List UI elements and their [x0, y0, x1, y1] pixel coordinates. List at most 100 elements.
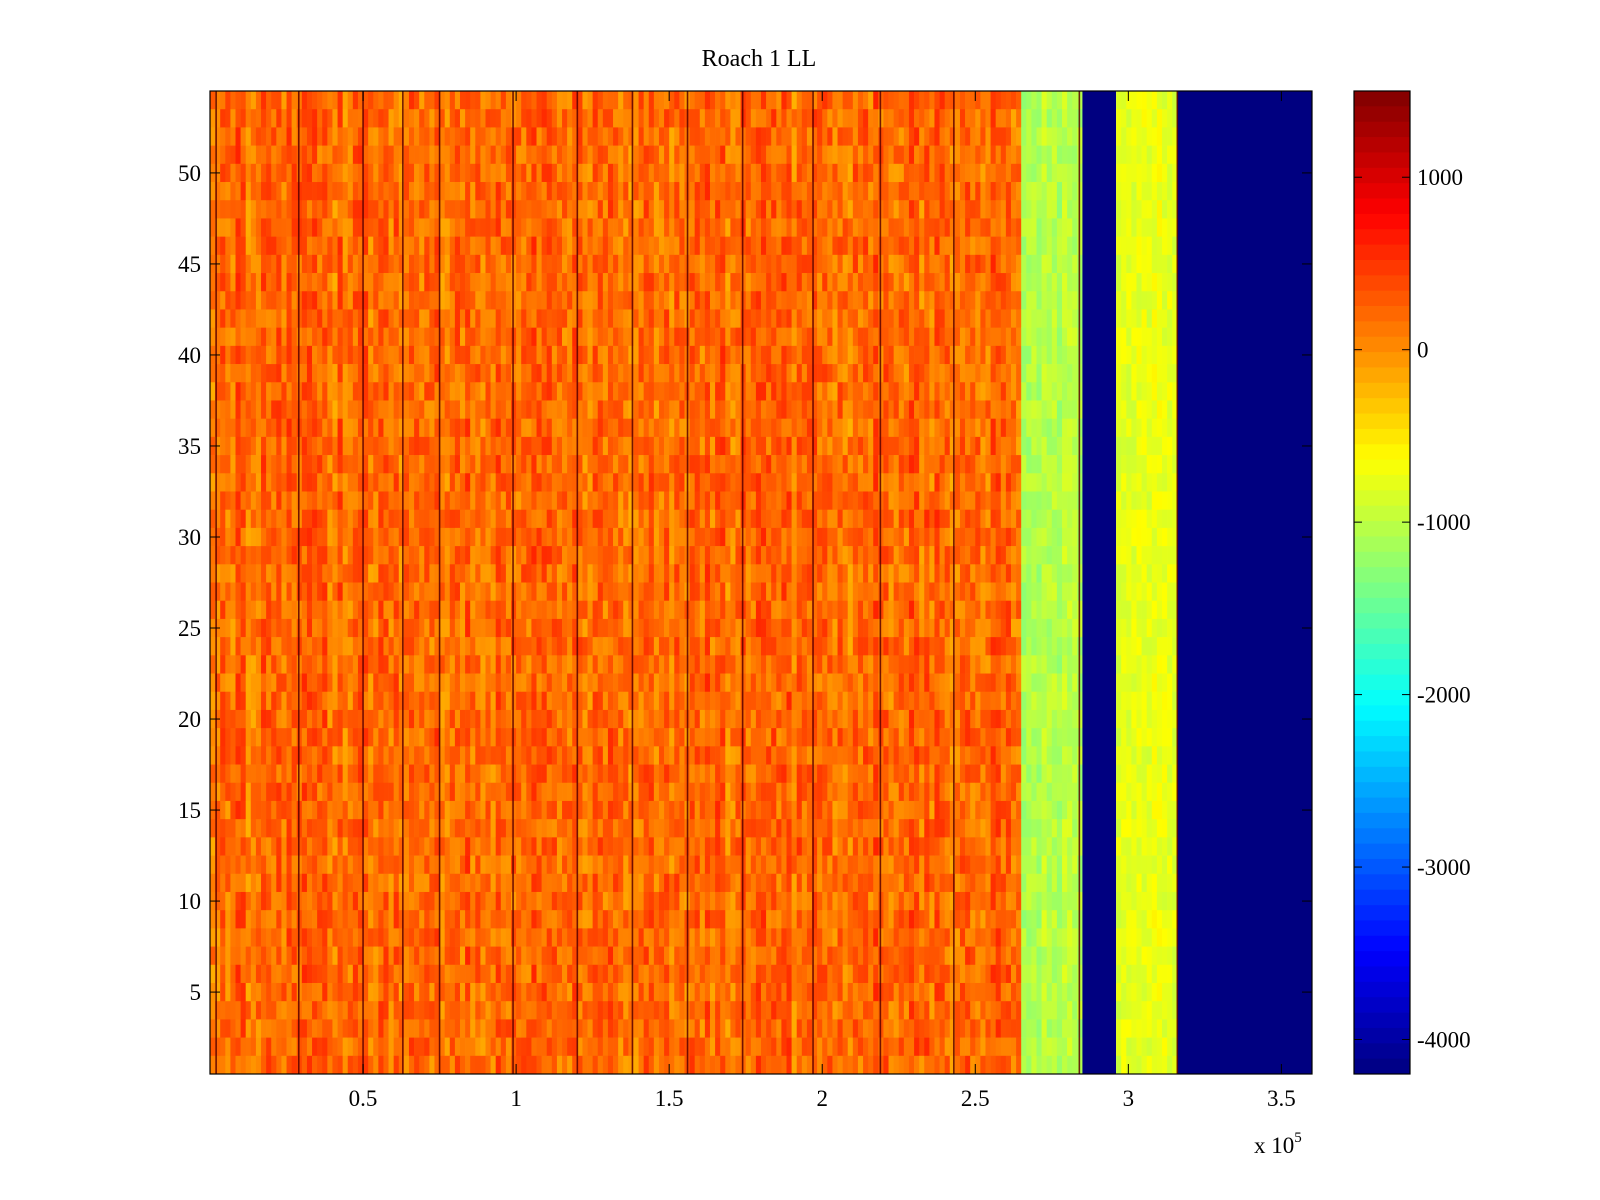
heatmap-cell: [250, 254, 257, 274]
heatmap-cell: [531, 236, 537, 256]
heatmap-cell: [648, 145, 655, 165]
heatmap-cell: [444, 109, 451, 128]
heatmap-cell: [240, 91, 247, 110]
heatmap-cell: [342, 91, 349, 110]
heatmap-cell: [454, 891, 461, 911]
heatmap-cell: [556, 1019, 563, 1038]
heatmap-cell: [470, 273, 476, 292]
heatmap-cell: [215, 291, 221, 310]
heatmap-cell: [633, 764, 639, 784]
heatmap-cell: [572, 473, 578, 492]
heatmap-cell: [306, 382, 313, 401]
heatmap-cell: [414, 236, 420, 256]
heatmap-cell: [567, 418, 573, 438]
heatmap-cell: [521, 1055, 527, 1075]
heatmap-cell: [658, 728, 665, 747]
heatmap-cell: [516, 564, 522, 583]
heatmap-cell: [531, 582, 537, 602]
heatmap-cell: [653, 946, 660, 966]
heatmap-cell: [638, 491, 645, 511]
heatmap-cell: [505, 782, 512, 802]
heatmap-cell: [459, 982, 466, 1002]
heatmap-cell: [521, 709, 527, 729]
heatmap-cell: [674, 928, 680, 947]
heatmap-cell: [327, 364, 333, 383]
heatmap-cell: [638, 182, 645, 201]
heatmap-cell: [337, 345, 343, 365]
heatmap-cell: [602, 182, 609, 201]
heatmap-cell: [674, 182, 680, 201]
heatmap-cell: [357, 309, 364, 328]
heatmap-cell: [638, 1001, 645, 1020]
heatmap-cell: [393, 254, 400, 274]
heatmap-cell: [597, 1001, 604, 1020]
heatmap-cell: [240, 1037, 247, 1057]
heatmap-cell: [332, 382, 338, 401]
heatmap-cell: [454, 837, 461, 856]
heatmap-cell: [398, 218, 405, 237]
heatmap-cell: [607, 764, 614, 784]
heatmap-cell: [521, 254, 527, 274]
heatmap-cell: [337, 637, 343, 656]
heatmap-cell: [562, 982, 568, 1002]
heatmap-cell: [582, 109, 588, 128]
heatmap-cell: [230, 455, 236, 474]
heatmap-cell: [572, 800, 578, 820]
heatmap-cell: [607, 1037, 614, 1057]
heatmap-cell: [638, 891, 645, 911]
heatmap-cell: [357, 254, 364, 274]
heatmap-cell: [368, 819, 374, 838]
heatmap-cell: [592, 91, 599, 110]
heatmap-cell: [235, 837, 241, 856]
heatmap-cell: [490, 964, 497, 984]
heatmap-cell: [327, 746, 333, 765]
heatmap-cell: [245, 873, 252, 893]
heatmap-cell: [271, 145, 277, 165]
heatmap-cell: [245, 582, 252, 602]
heatmap-cell: [674, 691, 680, 711]
heatmap-cell: [459, 127, 466, 146]
heatmap-cell: [664, 709, 670, 729]
heatmap-cell: [562, 782, 568, 802]
heatmap-cell: [628, 236, 634, 256]
heatmap-cell: [638, 127, 645, 146]
heatmap-cell: [291, 382, 298, 401]
heatmap-cell: [210, 637, 216, 656]
heatmap-cell: [495, 291, 502, 310]
heatmap-cell: [567, 291, 573, 310]
heatmap-cell: [383, 327, 389, 347]
heatmap-cell: [500, 91, 507, 110]
heatmap-cell: [607, 109, 614, 128]
heatmap-cell: [459, 1001, 466, 1020]
heatmap-cell: [536, 655, 542, 674]
heatmap-cell: [393, 728, 400, 747]
heatmap-cell: [521, 382, 527, 401]
heatmap-cell: [500, 873, 507, 893]
heatmap-cell: [674, 1019, 680, 1038]
heatmap-cell: [240, 546, 247, 565]
heatmap-cell: [337, 837, 343, 856]
heatmap-cell: [465, 837, 471, 856]
heatmap-cell: [541, 309, 548, 328]
heatmap-cell: [429, 655, 435, 674]
heatmap-cell: [271, 182, 277, 201]
heatmap-cell: [327, 236, 333, 256]
heatmap-cell: [490, 291, 497, 310]
heatmap-cell: [271, 509, 277, 529]
heatmap-cell: [271, 673, 277, 693]
heatmap-cell: [500, 982, 507, 1002]
heatmap-cell: [347, 163, 354, 183]
heatmap-cell: [597, 309, 604, 328]
heatmap-cell: [648, 564, 655, 583]
heatmap-cell: [342, 1001, 349, 1020]
heatmap-cell: [516, 709, 522, 729]
heatmap-cell: [337, 327, 343, 347]
heatmap-cell: [495, 564, 502, 583]
heatmap-cell: [383, 855, 389, 875]
heatmap-cell: [516, 254, 522, 274]
heatmap-cell: [250, 527, 257, 547]
heatmap-cell: [276, 91, 282, 110]
heatmap-cell: [337, 855, 343, 875]
heatmap-cell: [291, 145, 298, 165]
heatmap-cell: [281, 709, 287, 729]
